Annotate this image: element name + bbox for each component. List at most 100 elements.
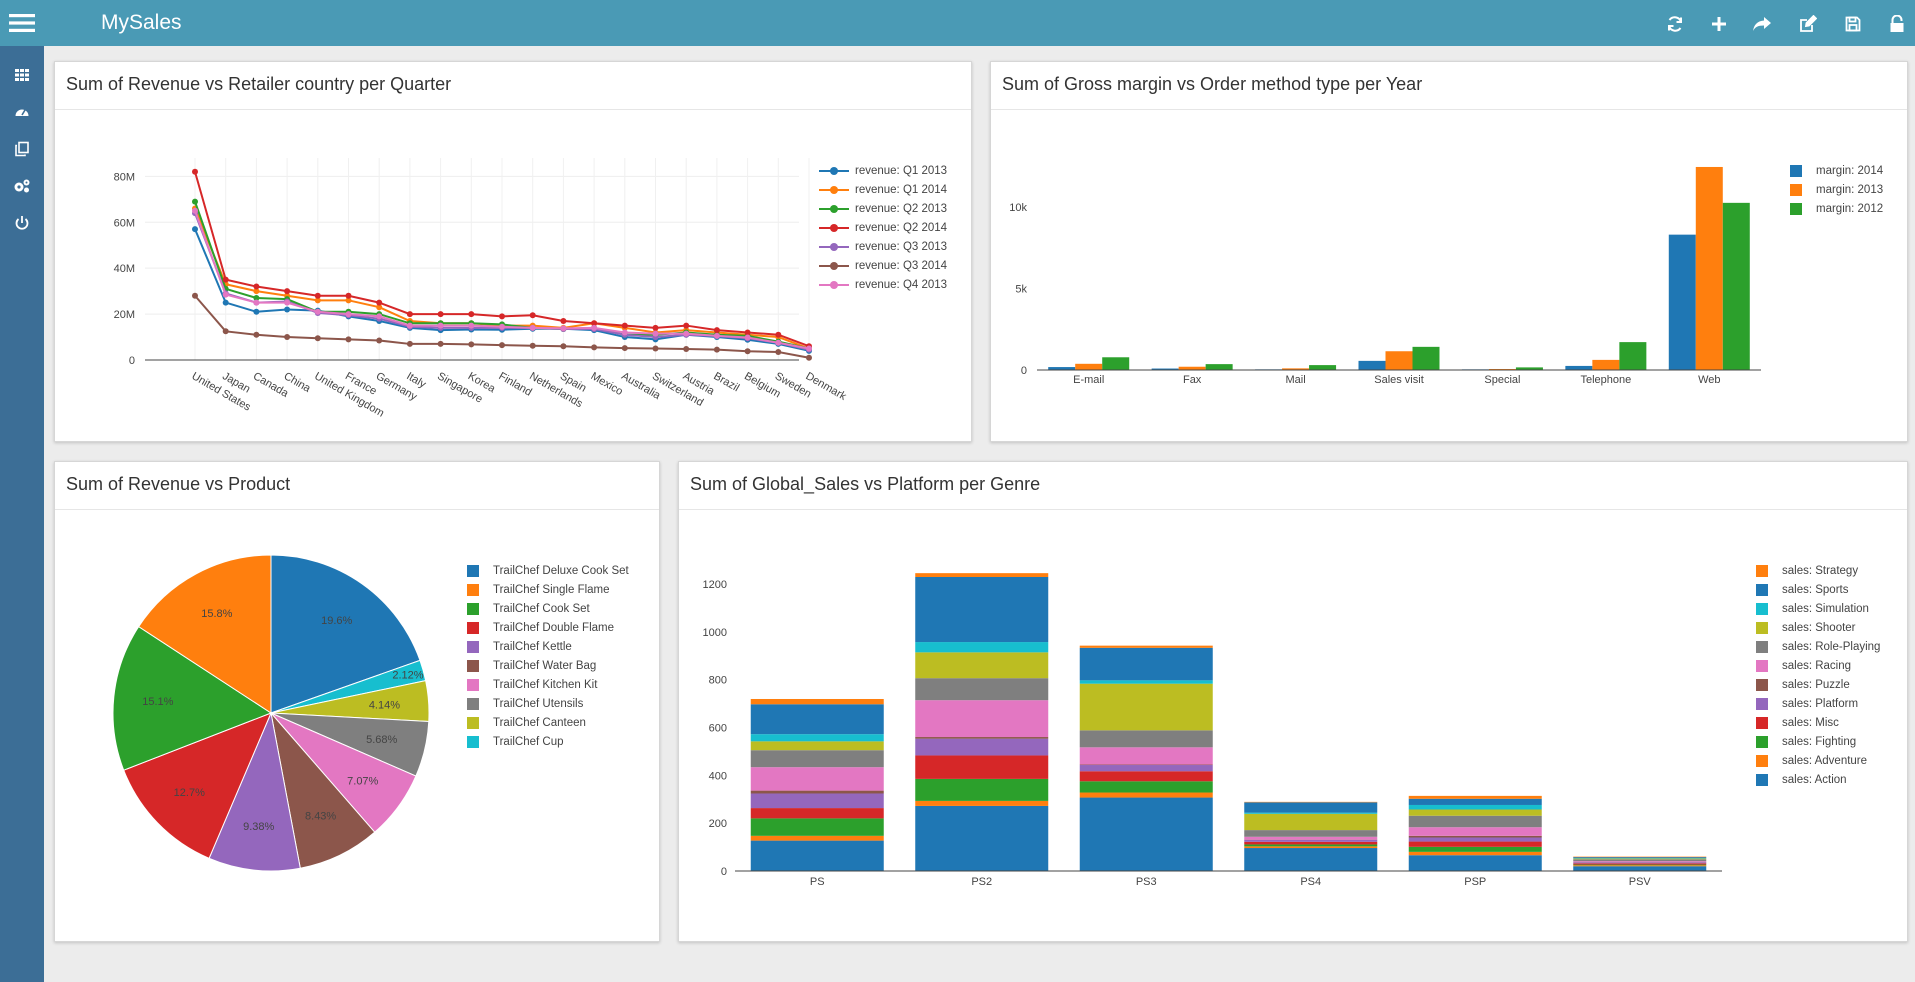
legend-item[interactable]: revenue: Q3 2013 <box>819 237 947 256</box>
data-point <box>376 313 383 320</box>
legend-item[interactable]: margin: 2014 <box>1790 161 1883 180</box>
legend-item[interactable]: revenue: Q1 2013 <box>819 161 947 180</box>
legend-item[interactable]: revenue: Q1 2014 <box>819 180 947 199</box>
add-button[interactable] <box>1706 11 1732 37</box>
legend-item[interactable]: TrailChef Single Flame <box>467 580 629 599</box>
save-button[interactable] <box>1840 11 1866 37</box>
share-button[interactable] <box>1749 11 1775 37</box>
data-point <box>253 331 260 338</box>
legend-item[interactable]: sales: Role-Playing <box>1756 637 1880 656</box>
legend-swatch <box>1756 697 1768 710</box>
legend-item[interactable]: sales: Puzzle <box>1756 675 1880 694</box>
refresh-icon <box>1668 16 1682 32</box>
data-point <box>621 329 628 336</box>
x-tick-label: Sales visit <box>1374 374 1424 386</box>
data-point <box>192 198 198 205</box>
x-tick-label: PSV <box>1629 876 1652 888</box>
legend-item[interactable]: sales: Misc <box>1756 713 1880 732</box>
data-point <box>468 322 475 329</box>
legend-label: revenue: Q4 2013 <box>855 278 948 291</box>
grid-icon[interactable] <box>0 63 44 87</box>
bar <box>1178 366 1206 370</box>
share-icon <box>1753 17 1771 31</box>
legend-item[interactable]: sales: Shooter <box>1756 618 1880 637</box>
legend-item[interactable]: revenue: Q3 2014 <box>819 256 947 275</box>
bar-segment <box>750 818 884 836</box>
data-point <box>529 312 536 319</box>
data-point <box>284 299 291 306</box>
dashboard-icon[interactable] <box>0 100 44 124</box>
legend-item[interactable]: TrailChef Cup <box>467 732 629 751</box>
slice-label: 5.68% <box>366 734 397 746</box>
legend-item[interactable]: sales: Fighting <box>1756 732 1880 751</box>
legend-item[interactable]: sales: Action <box>1756 770 1880 789</box>
data-point <box>345 311 352 318</box>
data-point <box>621 345 628 352</box>
legend-item[interactable]: revenue: Q2 2013 <box>819 199 947 218</box>
legend-item[interactable]: TrailChef Kettle <box>467 637 629 656</box>
data-point <box>591 344 598 351</box>
legend-item[interactable]: TrailChef Utensils <box>467 694 629 713</box>
bar-segment <box>1244 848 1378 871</box>
refresh-button[interactable] <box>1662 11 1688 37</box>
legend-label: sales: Racing <box>1782 659 1852 672</box>
unlock-button[interactable] <box>1884 11 1910 37</box>
x-tick-label: Denmark <box>804 370 849 403</box>
legend-item[interactable]: TrailChef Deluxe Cook Set <box>467 561 629 580</box>
legend-item[interactable]: sales: Sports <box>1756 580 1880 599</box>
global-sales-panel: Sum of Global_Sales vs Platform per Genr… <box>678 461 1908 942</box>
legend-item[interactable]: TrailChef Water Bag <box>467 656 629 675</box>
bar-segment <box>1573 862 1707 864</box>
bar <box>1385 351 1413 370</box>
legend-item[interactable]: TrailChef Cook Set <box>467 599 629 618</box>
pie-slice <box>208 711 301 872</box>
data-point <box>284 288 291 295</box>
power-icon[interactable] <box>0 211 44 235</box>
legend-item[interactable]: TrailChef Canteen <box>467 713 629 732</box>
bar-segment <box>1573 866 1707 871</box>
menu-button[interactable] <box>0 0 44 46</box>
legend-item[interactable]: revenue: Q2 2014 <box>819 218 947 237</box>
edit-button[interactable] <box>1795 11 1821 37</box>
bar-segment <box>1408 846 1542 852</box>
bar <box>1565 365 1593 370</box>
legend-item[interactable]: TrailChef Double Flame <box>467 618 629 637</box>
legend-item[interactable]: margin: 2013 <box>1790 180 1883 199</box>
legend-item[interactable]: sales: Platform <box>1756 694 1880 713</box>
bar-segment <box>1573 865 1707 867</box>
divider <box>55 109 971 110</box>
app-title: MySales <box>101 11 182 34</box>
bar-segment <box>1573 859 1707 862</box>
data-point <box>652 330 659 337</box>
legend-item[interactable]: sales: Adventure <box>1756 751 1880 770</box>
legend-item[interactable]: margin: 2012 <box>1790 199 1883 218</box>
settings-icon[interactable] <box>0 174 44 198</box>
legend-swatch <box>467 678 479 691</box>
panel-title: Sum of Revenue vs Retailer country per Q… <box>66 74 452 94</box>
legend-item[interactable]: sales: Simulation <box>1756 599 1880 618</box>
x-tick-label: Finland <box>497 370 534 398</box>
data-point <box>253 283 260 290</box>
line-chart-legend: revenue: Q1 2013 revenue: Q1 2014 revenue:… <box>819 161 947 294</box>
bar-segment <box>750 704 884 735</box>
bar-segment <box>1408 804 1542 810</box>
x-tick-label: PS3 <box>1136 876 1157 888</box>
legend-item[interactable]: TrailChef Kitchen Kit <box>467 675 629 694</box>
legend-item[interactable]: sales: Racing <box>1756 656 1880 675</box>
data-point <box>499 342 505 349</box>
x-tick-label: PS4 <box>1300 876 1321 888</box>
legend-swatch <box>467 583 479 596</box>
legend-item[interactable]: sales: Strategy <box>1756 561 1880 580</box>
legend-label: sales: Simulation <box>1782 602 1869 615</box>
copy-icon[interactable] <box>0 137 44 161</box>
data-point <box>713 332 720 339</box>
legend-item[interactable]: revenue: Q4 2013 <box>819 275 947 294</box>
bar <box>1412 346 1440 370</box>
data-point <box>683 345 690 352</box>
legend-label: margin: 2014 <box>1816 164 1884 177</box>
bar-chart: 0 5k 10k E-mail Fax Mail Sales visit Special Tel… <box>1009 166 1761 386</box>
legend-label: margin: 2012 <box>1816 202 1884 215</box>
data-point <box>284 334 291 341</box>
divider <box>991 109 1907 110</box>
data-point <box>345 292 352 299</box>
